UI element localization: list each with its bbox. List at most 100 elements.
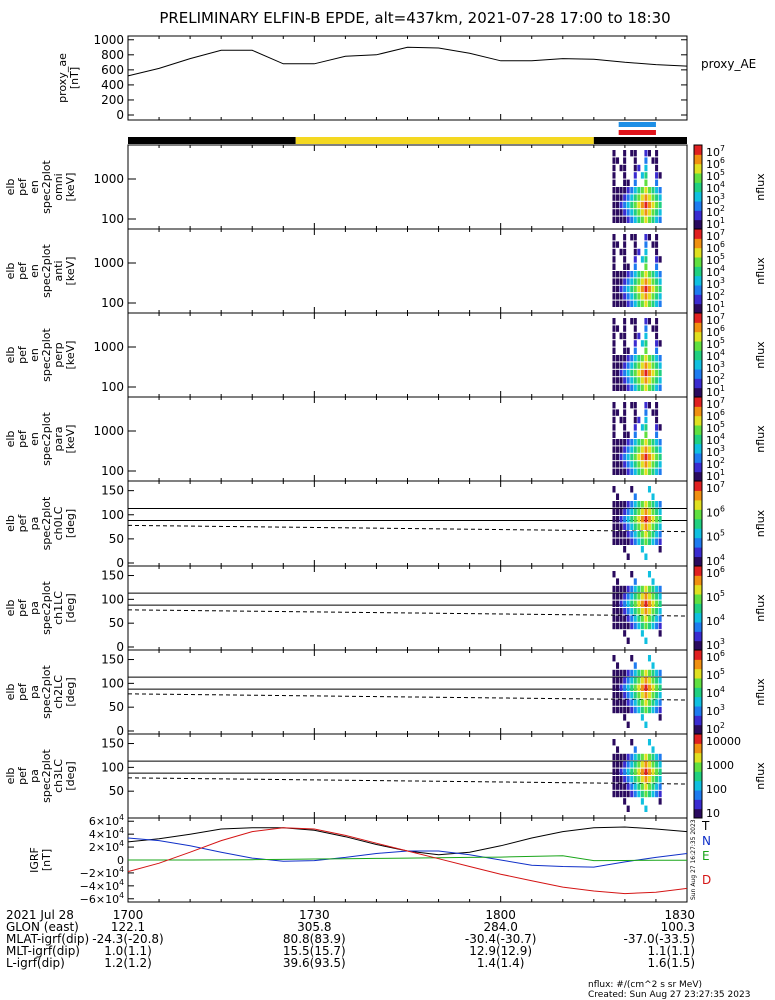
spectrogram-cell (644, 150, 648, 157)
colorbar-step (694, 219, 702, 230)
panel-frame (127, 733, 688, 819)
spectrogram-cell (644, 271, 648, 278)
y-axis-label-line: pef (16, 177, 29, 196)
spectrogram-cell (619, 285, 623, 293)
spectrogram-cell (651, 201, 655, 209)
spectrogram-cell (619, 761, 623, 768)
spectrogram-cell (647, 461, 652, 468)
spectrogram-cell (655, 761, 659, 768)
y-axis-label-line: ch0LC (52, 506, 65, 540)
spectrogram-cell (612, 355, 616, 362)
spectrogram-cell (626, 271, 630, 278)
spectrogram-cell (633, 285, 637, 293)
spectrogram-cell (658, 790, 662, 798)
spectrogram-cell (633, 340, 637, 347)
spectrogram-cell (626, 508, 630, 515)
colorbar-step (694, 762, 702, 772)
spectrogram-cell (644, 340, 648, 347)
spectrogram-cell (658, 355, 662, 362)
local-loss-cone-dashed-line (127, 524, 688, 533)
spectrogram-cell (651, 493, 655, 500)
spectrogram-cell (658, 508, 662, 515)
spectrogram-cell (633, 531, 637, 538)
spectrogram-cell (637, 768, 641, 775)
y-axis-label-line: para (52, 427, 65, 452)
spectrogram-cell (623, 340, 627, 347)
spectrogram-cell (644, 706, 648, 714)
spectrogram-cell (637, 608, 641, 615)
spectrogram-cell (644, 172, 648, 179)
colorbar-tick-label: 102 (706, 204, 725, 219)
spectrogram-cell (644, 318, 648, 325)
spectrogram-cell (612, 362, 616, 369)
spectrogram-cell (640, 201, 644, 209)
spectrogram-cell (637, 461, 641, 468)
spectrogram-cell (637, 677, 641, 684)
spectrogram-cell (647, 446, 652, 453)
spectrogram-cell (658, 798, 662, 805)
panel-ch1LC: elb pef pa spec2plot ch1LC [deg]1501005001061… (4, 565, 767, 654)
spectrogram-cell (623, 630, 627, 637)
spectrogram-cell (612, 179, 616, 186)
y-tick-label: 150 (101, 653, 124, 667)
footer-table: 2021 Jul 28 1700 1730 1800 1830 GLON (east) 12… (6, 908, 695, 970)
spectrogram-cell (644, 501, 648, 508)
y-axis-label-line: [keV] (64, 425, 77, 454)
colorbar-step (694, 229, 702, 239)
spectrogram-cell (633, 516, 637, 523)
spectrogram-cell (623, 523, 627, 530)
spectrogram-cell (630, 516, 634, 523)
spectrogram-cell (658, 300, 662, 307)
spectrogram-cell (651, 468, 655, 475)
spectrogram-cell (626, 753, 630, 761)
panel-ch0LC: elb pef pa spec2plot ch0LC [deg]1501005001071… (4, 480, 767, 570)
spectrogram-cell (612, 761, 616, 768)
panel-frame (127, 144, 688, 230)
spectrogram-cell (647, 655, 652, 662)
spectrogram-cell (658, 369, 662, 377)
spectrogram-cell (658, 531, 662, 538)
spectrogram-cell (616, 746, 620, 753)
spectrogram-cell (637, 523, 641, 530)
spectrogram-cell (644, 516, 648, 523)
spectrogram-cell (647, 453, 652, 461)
spectrogram-cell (619, 187, 623, 194)
spectrogram-cell (658, 753, 662, 761)
spectrogram-cell (637, 776, 641, 783)
spectrogram-cell (637, 699, 641, 706)
spectrogram-cell (651, 677, 655, 684)
spectrogram-cell (640, 585, 644, 593)
spectrogram-cell (623, 263, 627, 270)
spectrogram-cell (616, 706, 620, 714)
spectrogram-cell (616, 293, 620, 300)
panel-frame (127, 312, 688, 398)
y-tick-label: −2×104 (80, 865, 124, 880)
colorbar-step (694, 734, 702, 744)
spectrogram-cell (651, 369, 655, 377)
colorbar: 106 105 104 103 nflux (693, 565, 767, 652)
spectrogram-cell (619, 684, 623, 691)
colorbar-tick-label: 10000 (706, 735, 741, 748)
spectrogram-cell (626, 347, 630, 354)
spectrogram-cell (640, 453, 644, 461)
spectrogram-cell (651, 608, 655, 615)
colorbar-step (694, 631, 702, 642)
spectrogram-cell (658, 677, 662, 684)
spectrogram-cell (623, 431, 627, 438)
spectrogram-cell (633, 622, 637, 630)
spectrogram-cell (616, 187, 620, 194)
spectrogram-cell (626, 669, 630, 677)
spectrogram-cell (623, 347, 627, 354)
spectrogram-cell (612, 248, 616, 256)
spectrogram-cell (644, 776, 648, 783)
legend-D: D (702, 873, 711, 887)
spectrogram-cell (612, 424, 616, 431)
colorbar-step (694, 191, 702, 202)
spectrogram-cell (612, 384, 616, 391)
spectrogram-cell (623, 531, 627, 538)
spectrogram-cell (633, 164, 637, 172)
spectrogram-cell (658, 516, 662, 523)
spectrogram-cell (640, 439, 644, 446)
spectrogram-cell (630, 684, 634, 691)
